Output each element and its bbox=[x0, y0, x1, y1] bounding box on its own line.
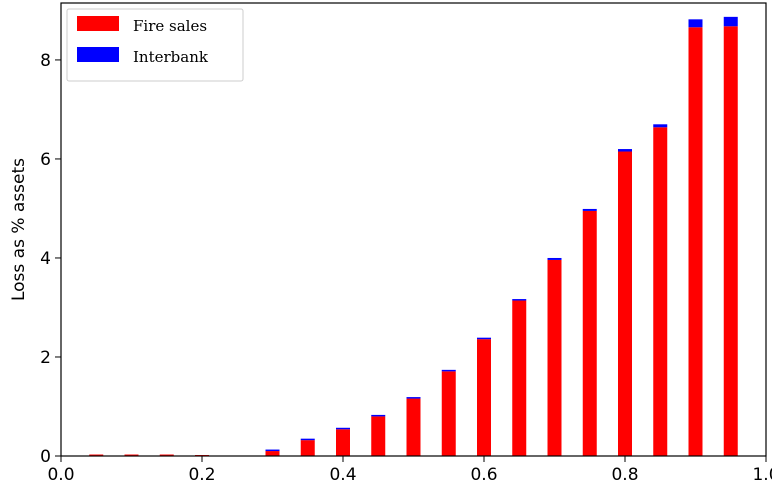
bar-fire-sales-18 bbox=[723, 26, 738, 457]
bar-interbank-14 bbox=[582, 208, 597, 211]
x-tick-label: 0.2 bbox=[188, 465, 215, 485]
bar-fire-sales-15 bbox=[618, 151, 632, 456]
x-axis-ticks: 0.0 0.2 0.4 0.6 0.8 1.0 bbox=[47, 456, 772, 485]
bar-fire-sales-17 bbox=[688, 27, 703, 456]
legend-label-interbank: Interbank bbox=[133, 48, 209, 66]
bar-fire-sales-1 bbox=[124, 454, 139, 456]
bar-interbank-12 bbox=[512, 299, 527, 301]
bar-interbank-13 bbox=[547, 257, 562, 260]
plot-frame bbox=[60, 2, 767, 457]
y-axis-label: Loss as % assets bbox=[9, 158, 29, 301]
bar-fire-sales-0 bbox=[89, 454, 104, 456]
bar-fire-sales-7 bbox=[336, 429, 350, 456]
bar-fire-sales-12 bbox=[512, 300, 527, 456]
y-tick-label: 8 bbox=[40, 51, 51, 71]
bar-interbank-15 bbox=[618, 149, 632, 152]
bar-interbank-9 bbox=[406, 397, 421, 399]
y-axis-ticks: 0 2 4 6 8 bbox=[40, 51, 61, 467]
bar-fire-sales-13 bbox=[547, 259, 562, 456]
bar-interbank-8 bbox=[371, 414, 386, 417]
bar-fire-sales-10 bbox=[441, 371, 456, 456]
x-tick-label: 0.4 bbox=[329, 465, 356, 485]
legend-swatch-fire-sales bbox=[77, 16, 119, 31]
y-tick-label: 4 bbox=[40, 249, 51, 269]
legend-swatch-interbank bbox=[77, 47, 119, 62]
bar-fire-sales-11 bbox=[477, 339, 491, 456]
bar-fire-sales-14 bbox=[582, 210, 597, 456]
bar-interbank-11 bbox=[477, 337, 491, 340]
bar-interbank-18 bbox=[723, 16, 738, 27]
bar-fire-sales-16 bbox=[653, 127, 668, 457]
bar-fire-sales-6 bbox=[300, 440, 315, 456]
bar-interbank-6 bbox=[300, 438, 315, 441]
bar-fire-sales-5 bbox=[265, 451, 280, 456]
bar-interbank-7 bbox=[336, 427, 350, 430]
x-tick-label: 0.8 bbox=[611, 465, 638, 485]
y-tick-label: 2 bbox=[40, 348, 51, 368]
x-tick-label: 0.6 bbox=[470, 465, 497, 485]
y-tick-label: 0 bbox=[40, 447, 51, 467]
legend-label-fire-sales: Fire sales bbox=[133, 17, 207, 35]
bar-fire-sales-9 bbox=[406, 398, 421, 456]
bar-interbank-17 bbox=[688, 19, 703, 28]
bar-interbank-5 bbox=[265, 449, 280, 452]
x-tick-label: 0.0 bbox=[47, 465, 74, 485]
legend: Fire sales Interbank bbox=[66, 8, 244, 82]
x-tick-label: 1.0 bbox=[752, 465, 772, 485]
bar-interbank-10 bbox=[441, 369, 456, 372]
bar-fire-sales-2 bbox=[159, 454, 174, 456]
bar-fire-sales-8 bbox=[371, 416, 386, 456]
bars-group bbox=[89, 16, 738, 457]
bar-interbank-16 bbox=[653, 124, 668, 128]
y-tick-label: 6 bbox=[40, 150, 51, 170]
